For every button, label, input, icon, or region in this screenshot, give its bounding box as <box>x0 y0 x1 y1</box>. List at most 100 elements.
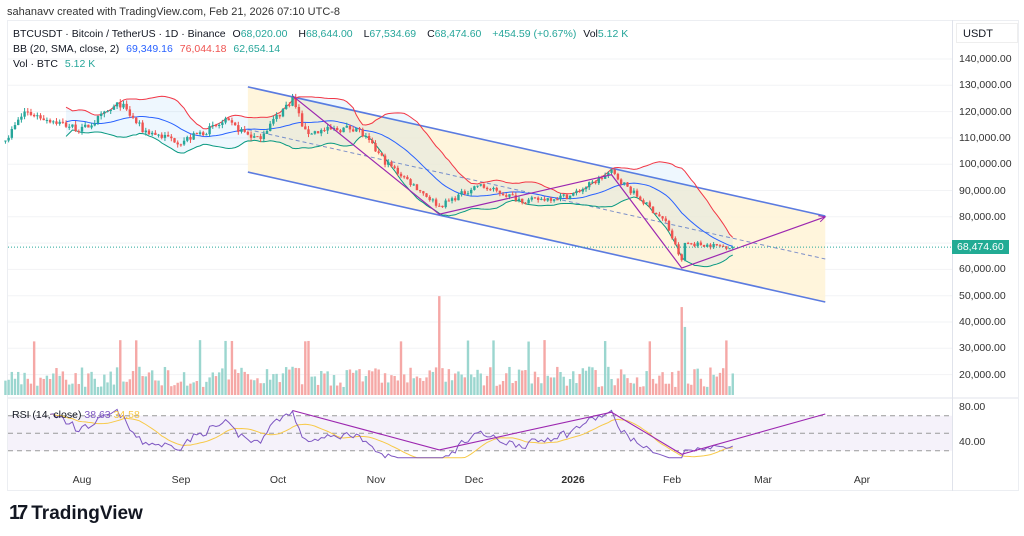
candle-body <box>559 195 562 200</box>
candle-body <box>444 200 447 208</box>
last-price-label: 68,474.60 <box>952 240 1009 254</box>
volume-bar <box>393 376 396 395</box>
volume-bar <box>68 384 71 395</box>
candle-body <box>367 136 371 140</box>
price-tick: 100,000.00 <box>959 158 1012 171</box>
candle-body <box>32 114 36 117</box>
price-tick: 40,000.00 <box>959 316 1006 328</box>
volume-bar <box>607 366 610 395</box>
volume-bar <box>192 382 195 395</box>
volume-bar <box>58 375 61 395</box>
volume-bar <box>358 369 361 395</box>
candle-body <box>712 244 715 248</box>
tradingview-logo[interactable]: 17 TradingView <box>9 502 143 524</box>
candle-body <box>731 247 734 249</box>
volume-bar <box>284 367 288 395</box>
candle-body <box>626 182 629 187</box>
volume-bar <box>693 369 696 395</box>
candle-body <box>374 143 377 152</box>
candle-body <box>498 190 502 194</box>
volume-bar <box>575 383 578 395</box>
volume-bar <box>166 370 170 395</box>
volume-bar <box>556 366 559 395</box>
candle-body <box>406 176 409 180</box>
candle-body <box>728 248 731 250</box>
volume-bar <box>658 375 661 395</box>
price-tick: 50,000.00 <box>959 289 1006 302</box>
volume-bar <box>269 379 272 395</box>
volume-bar <box>438 296 441 395</box>
volume-bar <box>128 379 132 395</box>
candle-body <box>288 104 291 106</box>
volume-bar <box>418 378 422 395</box>
volume-bar <box>221 368 224 395</box>
rsi-legend[interactable]: RSI (14, close) 38.63 34.58 <box>12 409 140 421</box>
candle-body <box>390 161 393 167</box>
candle-body <box>230 120 234 123</box>
candle-body <box>428 196 431 201</box>
volume-bar <box>476 369 479 395</box>
volume-bar <box>26 378 29 395</box>
volume-bar <box>431 371 435 395</box>
candle-body <box>23 111 26 117</box>
volume-bar <box>32 341 36 395</box>
candle-body <box>135 117 138 124</box>
volume-bar <box>297 368 301 395</box>
volume-bar <box>581 368 585 395</box>
candle-body <box>556 199 559 201</box>
candle-body <box>355 127 358 132</box>
volume-bar <box>262 383 266 395</box>
volume-bar <box>546 375 549 395</box>
candle-body <box>128 109 132 116</box>
volume-bar <box>559 371 562 395</box>
channel-lower-line <box>247 171 826 303</box>
candle-body <box>256 136 259 138</box>
candle-body <box>96 116 100 124</box>
candle-body <box>683 242 687 261</box>
volume-bar <box>77 383 81 395</box>
currency-label[interactable]: USDT <box>956 23 1018 43</box>
candle-body <box>597 177 600 184</box>
candle-body <box>377 151 380 153</box>
bb-lower-value: 62,654.14 <box>233 43 281 55</box>
volume-bar <box>664 383 667 395</box>
low-value: 67,534.69 <box>369 28 417 40</box>
volume-bar <box>454 373 457 395</box>
volume-bar <box>610 379 613 395</box>
volume-bar <box>103 374 106 395</box>
candle-body <box>300 113 304 127</box>
candle-body <box>173 138 176 143</box>
volume-bar <box>71 383 74 395</box>
legend: BTCUSDT · Bitcoin / TetherUS · 1D · Bina… <box>13 28 629 70</box>
volume-bar <box>316 384 320 395</box>
candle-body <box>466 193 470 195</box>
volume-bar <box>90 371 93 395</box>
volume-bar <box>300 384 304 395</box>
candle-body <box>607 172 610 176</box>
volume-bar <box>524 370 527 395</box>
vol-label[interactable]: Vol · BTC <box>13 58 58 70</box>
candle-body <box>501 193 505 196</box>
symbol-info[interactable]: BTCUSDT · Bitcoin / TetherUS · 1D · Bina… <box>13 28 226 40</box>
volume-bar <box>642 386 645 395</box>
time-tick: Sep <box>171 474 191 486</box>
volume-bar <box>489 367 492 395</box>
candle-body <box>221 122 224 125</box>
candle-body <box>473 186 476 190</box>
candle-body <box>469 189 473 194</box>
candle-body <box>154 132 157 135</box>
bb-label[interactable]: BB (20, SMA, close, 2) <box>13 43 120 55</box>
candle-body <box>99 113 103 117</box>
candle-body <box>514 195 518 201</box>
candle-body <box>568 195 572 200</box>
candle-body <box>536 197 540 200</box>
candle-body <box>7 137 10 141</box>
volume-value: 5.12 K <box>597 28 629 40</box>
candle-body <box>725 246 728 249</box>
volume-bar <box>195 381 199 395</box>
volume-bar <box>83 386 87 395</box>
volume-bar <box>106 382 109 395</box>
candle-body <box>454 198 457 201</box>
candle-body <box>297 106 301 114</box>
